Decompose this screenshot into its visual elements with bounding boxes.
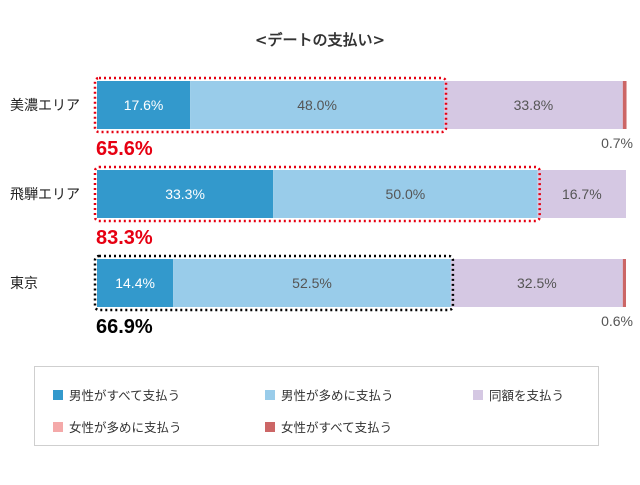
legend-item-male-all: 男性がすべて支払う: [53, 385, 180, 404]
bar-segment: [97, 170, 274, 218]
highlight-box: [93, 165, 541, 223]
data-label: 33.8%: [514, 97, 554, 113]
category-label: 東京: [10, 276, 38, 292]
legend-item-male-more: 男性が多めに支払う: [265, 385, 394, 404]
chart-title: <デートの支払い>: [255, 31, 385, 49]
legend-swatch: [473, 389, 483, 400]
data-label: 33.3%: [165, 186, 205, 202]
highlight-value: 65.6%: [96, 138, 153, 160]
bar-segment: [273, 170, 538, 218]
bar-segment: [622, 259, 626, 307]
legend-swatch: [53, 421, 63, 432]
data-label: 0.7%: [601, 135, 633, 151]
legend-label: 男性が多めに支払う: [281, 388, 394, 403]
bar-segment: [190, 81, 445, 129]
legend-swatch: [265, 389, 275, 400]
bar-segment: [97, 259, 174, 307]
legend-item-female-more: 女性が多めに支払う: [53, 417, 182, 436]
data-label: 48.0%: [297, 97, 337, 113]
highlight-value: 83.3%: [96, 227, 153, 249]
bar-segment: [450, 259, 623, 307]
data-label: 32.5%: [517, 275, 557, 291]
legend-item-female-all: 女性がすべて支払う: [265, 417, 392, 436]
legend-label: 同額を支払う: [489, 388, 565, 403]
data-label: 16.7%: [562, 186, 602, 202]
legend: 男性がすべて支払う 男性が多めに支払う 同額を支払う 女性が多めに支払う 女性が…: [34, 366, 599, 446]
legend-label: 男性がすべて支払う: [69, 388, 181, 403]
bar-segment: [97, 81, 191, 129]
bar-segment: [622, 81, 627, 129]
highlight-box: [93, 76, 448, 134]
legend-label: 女性が多めに支払う: [69, 420, 182, 435]
category-label: 飛騨エリア: [10, 187, 80, 203]
data-label: 14.4%: [115, 275, 155, 291]
bar-segment: [173, 259, 451, 307]
legend-swatch: [265, 421, 275, 432]
data-label: 52.5%: [292, 275, 332, 291]
data-label: 50.0%: [386, 186, 426, 202]
category-label: 美濃エリア: [10, 98, 80, 114]
legend-item-equal: 同額を支払う: [473, 385, 564, 404]
legend-swatch: [53, 389, 63, 400]
highlight-value: 66.9%: [96, 316, 153, 338]
bar-segment: [537, 170, 626, 218]
data-label: 17.6%: [124, 97, 164, 113]
bar-segment: [444, 81, 623, 129]
legend-label: 女性がすべて支払う: [281, 420, 393, 435]
data-label: 0.6%: [601, 313, 633, 329]
